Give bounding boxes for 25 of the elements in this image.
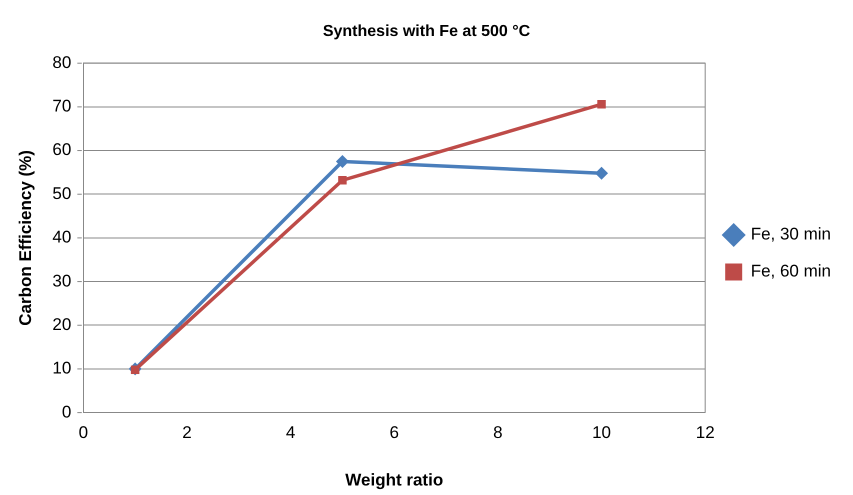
y-tick-label: 10: [52, 358, 72, 378]
x-tick-label: 0: [78, 422, 88, 442]
y-tick-label: 70: [52, 96, 72, 116]
y-tick-label: 40: [52, 228, 72, 247]
legend-label: Fe, 30 min: [750, 224, 831, 244]
point: [338, 176, 347, 184]
x-tick-label: 6: [390, 422, 399, 442]
y-tick-label: 0: [62, 402, 72, 422]
x-tick-label: 2: [182, 422, 192, 442]
chart-title: Synthesis with Fe at 500 °C: [322, 23, 531, 40]
point: [336, 154, 349, 168]
x-tick-label: 4: [286, 422, 296, 442]
x-tick-label: 10: [592, 422, 612, 442]
y-tick-label: 80: [52, 52, 72, 72]
y-tick-label: 20: [52, 314, 72, 334]
y-tick-label: 30: [52, 271, 72, 290]
x-tick-label: 12: [696, 422, 715, 442]
y-tick-label: 60: [52, 140, 72, 160]
y-tick-label: 50: [52, 184, 72, 203]
point: [595, 166, 608, 180]
y-axis-title: Carbon Efficiency (%): [16, 150, 35, 326]
x-tick-label: 8: [493, 422, 503, 442]
point: [597, 100, 606, 108]
x-axis-title: Weight ratio: [345, 470, 444, 490]
legend-label: Fe, 60 min: [750, 262, 831, 281]
